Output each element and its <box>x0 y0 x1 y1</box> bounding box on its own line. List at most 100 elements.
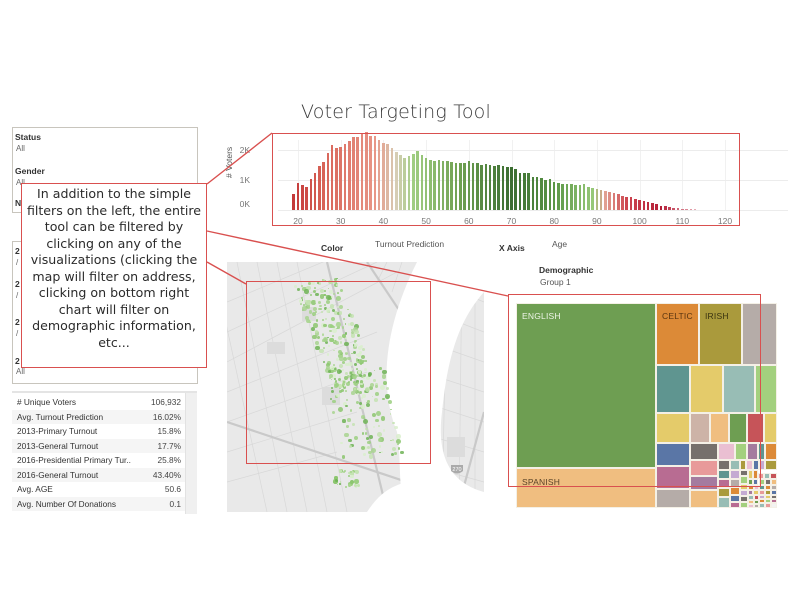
histogram-bar[interactable] <box>326 153 330 210</box>
treemap-cell[interactable] <box>690 460 718 476</box>
histogram-bar[interactable] <box>313 173 317 210</box>
filter-6-dropdown[interactable]: / <box>16 329 19 338</box>
histogram-bar[interactable] <box>339 147 342 210</box>
treemap-cell[interactable] <box>742 303 777 365</box>
histogram-bar[interactable] <box>390 147 394 210</box>
treemap-cell[interactable] <box>765 485 771 490</box>
treemap-cell[interactable] <box>759 490 765 495</box>
treemap-cell[interactable] <box>753 470 758 479</box>
kpi-scrollbar[interactable] <box>185 393 197 514</box>
histogram-bar[interactable] <box>501 166 505 210</box>
treemap-cell[interactable] <box>758 473 764 479</box>
treemap-cell[interactable] <box>723 365 755 413</box>
kpi-row[interactable]: 2013-Primary Turnout 15.8% <box>17 426 181 436</box>
treemap-cell[interactable] <box>764 473 770 479</box>
treemap-cell[interactable] <box>690 413 710 443</box>
treemap-cell[interactable] <box>759 495 765 499</box>
histogram-bar[interactable] <box>634 198 637 210</box>
histogram-bar[interactable] <box>561 183 565 210</box>
histogram-bar[interactable] <box>424 158 428 210</box>
histogram-bar[interactable] <box>292 193 296 210</box>
histogram-bar[interactable] <box>454 162 458 210</box>
histogram-bar[interactable] <box>535 177 539 210</box>
histogram-bar[interactable] <box>689 209 693 210</box>
treemap-cell[interactable] <box>748 500 754 504</box>
treemap-cell[interactable] <box>656 466 690 489</box>
histogram-bar[interactable] <box>433 160 436 210</box>
histogram-bar[interactable] <box>510 166 513 210</box>
kpi-row[interactable]: 2016-Presidential Primary Tur.. 25.8% <box>17 455 181 465</box>
treemap-cell[interactable] <box>740 496 748 502</box>
treemap-cell[interactable] <box>770 473 777 479</box>
histogram-bar[interactable] <box>540 178 543 210</box>
histogram-bar[interactable] <box>544 180 547 210</box>
histogram-bar[interactable] <box>578 185 582 210</box>
treemap-cell[interactable] <box>729 413 747 443</box>
treemap-cell[interactable] <box>730 487 740 495</box>
histogram-bar[interactable] <box>360 134 364 210</box>
demographic-control-value[interactable]: Group 1 <box>540 277 571 287</box>
histogram-bar[interactable] <box>356 136 360 210</box>
histogram-bar[interactable] <box>373 135 377 210</box>
treemap-cell[interactable] <box>748 479 753 485</box>
treemap-cell[interactable] <box>765 460 777 470</box>
treemap-cell[interactable] <box>771 495 777 499</box>
histogram-bar[interactable] <box>365 132 368 210</box>
treemap-cell[interactable] <box>753 460 759 470</box>
treemap-cell[interactable] <box>718 497 730 508</box>
treemap-cell[interactable] <box>718 488 730 497</box>
histogram-bar[interactable] <box>693 209 697 210</box>
histogram-bar[interactable] <box>347 141 351 210</box>
treemap-cell[interactable] <box>753 479 758 485</box>
kpi-row[interactable]: Avg. AGE 50.6 <box>17 484 181 494</box>
treemap-cell[interactable] <box>753 490 759 495</box>
treemap-cell[interactable] <box>656 489 690 508</box>
histogram-bar[interactable] <box>429 159 432 210</box>
histogram-bar[interactable] <box>305 186 308 210</box>
treemap-cell[interactable] <box>730 460 740 470</box>
histogram-bar[interactable] <box>599 189 603 210</box>
treemap-cell[interactable] <box>771 499 777 503</box>
kpi-row[interactable]: # Unique Voters 106,932 <box>17 397 181 407</box>
histogram-bar[interactable] <box>394 151 398 210</box>
histogram-bar[interactable] <box>651 203 654 210</box>
histogram-bar[interactable] <box>569 184 573 210</box>
treemap-cell[interactable] <box>690 476 718 490</box>
histogram-bar[interactable] <box>497 165 500 210</box>
treemap-cell[interactable] <box>730 502 740 508</box>
histogram-bar[interactable] <box>420 154 424 210</box>
histogram-bar[interactable] <box>309 178 313 210</box>
histogram-bar[interactable] <box>629 197 633 210</box>
treemap-cell[interactable] <box>730 495 740 502</box>
histogram-bar[interactable] <box>612 193 616 210</box>
histogram-bar[interactable] <box>552 181 556 210</box>
histogram-bar[interactable] <box>441 161 445 210</box>
histogram-bar[interactable] <box>668 207 671 210</box>
histogram-bar[interactable] <box>471 163 475 210</box>
histogram-bar[interactable] <box>608 192 611 210</box>
treemap-cell[interactable] <box>690 365 723 413</box>
histogram-bar[interactable] <box>531 177 535 210</box>
treemap-cell[interactable] <box>765 499 771 503</box>
histogram-bar[interactable] <box>416 150 419 210</box>
treemap-cell[interactable] <box>771 503 777 508</box>
histogram-bar[interactable] <box>467 161 471 210</box>
kpi-row[interactable]: Avg. Turnout Prediction 16.02% <box>12 409 197 424</box>
treemap-cell-celtic[interactable]: CELTIC <box>656 303 699 365</box>
treemap-cell-spanish[interactable]: SPANISH <box>516 468 656 508</box>
histogram-bar[interactable] <box>369 135 372 210</box>
histogram-bar[interactable] <box>642 201 646 210</box>
treemap-cell[interactable] <box>765 490 771 495</box>
treemap-cell[interactable] <box>690 443 718 460</box>
kpi-row[interactable]: 2016-General Turnout 43.40% <box>12 467 197 482</box>
histogram-bar[interactable] <box>527 173 530 210</box>
treemap-cell[interactable] <box>759 503 765 508</box>
treemap-cell[interactable] <box>710 413 729 443</box>
histogram-bar[interactable] <box>382 142 385 210</box>
histogram-bar[interactable] <box>659 205 663 210</box>
histogram-bar[interactable] <box>638 200 641 210</box>
histogram-bar[interactable] <box>296 183 300 210</box>
histogram-bar[interactable] <box>488 164 492 210</box>
histogram-bar[interactable] <box>672 207 676 210</box>
histogram-bar[interactable] <box>450 162 453 210</box>
